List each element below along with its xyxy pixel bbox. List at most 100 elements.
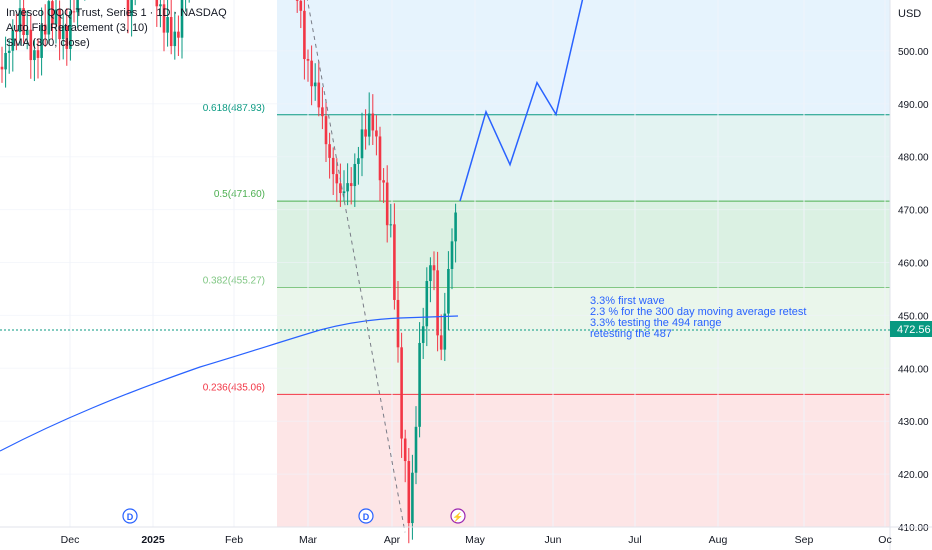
candle-body	[353, 163, 357, 187]
candle-body	[443, 313, 447, 350]
candle-body	[72, 11, 76, 13]
candle-body	[414, 426, 418, 473]
candle-body	[47, 1, 51, 35]
event-markers[interactable]: D D ⚡	[122, 508, 466, 524]
time-tick-label: Oc	[878, 534, 891, 546]
currency-label[interactable]: USD	[898, 8, 922, 20]
candle-body	[447, 268, 450, 314]
time-tick-label: Mar	[299, 534, 318, 546]
candle-body	[439, 335, 443, 350]
candle-body	[177, 31, 180, 38]
price-tick-label: 490.00	[898, 100, 929, 111]
time-tick-label: May	[465, 534, 486, 546]
candle-body	[342, 191, 346, 194]
candle-body	[36, 50, 40, 58]
candle-body	[303, 10, 306, 60]
candle-body	[33, 50, 36, 61]
annotation-line: 3.3% testing the 494 range	[590, 317, 721, 329]
candle-body	[360, 129, 364, 159]
event-marker-label: D	[127, 512, 134, 522]
candle-body	[4, 52, 7, 70]
event-marker	[122, 508, 138, 524]
candle-body	[61, 25, 65, 40]
legend-fib[interactable]: Auto Fib Retracement (3, 10)	[6, 22, 148, 34]
candle-body	[429, 265, 432, 282]
fib-zone	[277, 394, 890, 527]
candle-body	[313, 82, 317, 87]
candle-body	[40, 24, 43, 58]
candle-body	[69, 11, 72, 49]
candle-body	[25, 29, 29, 36]
event-marker-label: ⚡	[452, 511, 463, 523]
projection-line	[459, 0, 584, 202]
price-tick-label: 410.00	[898, 523, 929, 534]
candle-body	[371, 113, 375, 131]
candle-body	[43, 24, 47, 35]
candle-body	[450, 241, 454, 269]
candle-body	[367, 113, 371, 137]
candle-body	[65, 25, 69, 49]
candle-body	[375, 130, 378, 137]
time-tick-label: Dec	[61, 534, 80, 546]
price-tick-label: 420.00	[898, 470, 929, 481]
time-tick-label: Feb	[225, 534, 243, 546]
fib-zone	[277, 287, 890, 395]
time-tick-label: Jul	[628, 534, 641, 546]
legend-title[interactable]: Invesco QQQ Trust, Series 1 · 1D · NASDA…	[6, 7, 227, 19]
candle-body	[335, 174, 339, 184]
candle-body	[432, 265, 436, 271]
time-tick-label: Sep	[795, 534, 814, 546]
candle-body	[339, 183, 342, 194]
candle-body	[436, 270, 439, 336]
price-tick-label: 500.00	[898, 47, 929, 58]
annotation-line: 2.3 % for the 300 day moving average ret…	[590, 306, 806, 318]
candle-body	[324, 116, 328, 145]
legend-sma[interactable]: SMA (300, close)	[6, 37, 90, 49]
candle-body	[357, 158, 360, 164]
candle-body	[378, 136, 382, 181]
chart-legend: Invesco QQQ Trust, Series 1 · 1D · NASDA…	[6, 6, 227, 51]
candle-body	[173, 31, 177, 47]
fib-zone	[277, 0, 890, 115]
price-tick-label: 430.00	[898, 417, 929, 428]
candle-body	[389, 224, 393, 226]
candle-body	[169, 17, 173, 47]
candle-body	[130, 0, 133, 17]
candlestick-series	[0, 0, 457, 544]
sma-line	[0, 315, 459, 452]
candle-body	[306, 59, 310, 61]
candle-body	[295, 0, 299, 1]
candle-body	[18, 8, 22, 33]
candle-body	[396, 299, 400, 348]
projection-path	[459, 0, 584, 202]
candle-body	[180, 0, 184, 38]
candle-body	[411, 472, 414, 524]
price-tick-label: 450.00	[898, 311, 929, 322]
candle-body	[54, 9, 58, 25]
event-marker-label: D	[363, 512, 370, 522]
time-axis[interactable]: Dec 2025 Feb Mar Apr May Jun Jul Aug Sep Oc	[0, 526, 932, 546]
time-tick-label: Apr	[384, 534, 401, 546]
candle-body	[317, 82, 321, 108]
candle-body	[7, 50, 11, 53]
candle-body	[385, 182, 389, 226]
candle-body	[162, 4, 166, 33]
candle-body	[382, 180, 385, 183]
fib-zone	[277, 201, 890, 288]
candle-body	[299, 0, 303, 11]
fib-level-label: 0.5(471.60)	[214, 189, 265, 200]
candle-body	[403, 438, 407, 462]
event-marker	[450, 508, 466, 524]
time-tick-label: Aug	[709, 534, 728, 546]
price-axis[interactable]: 410.00 420.00 430.00 440.00 450.00 460.00 470.…	[898, 47, 929, 534]
candle-body	[454, 212, 457, 242]
event-marker	[358, 508, 374, 524]
candle-body	[364, 129, 367, 137]
candle-body	[22, 8, 25, 36]
candle-body	[321, 107, 324, 117]
candle-body	[51, 1, 54, 25]
candle-body	[155, 0, 159, 7]
candle-body	[0, 66, 4, 70]
